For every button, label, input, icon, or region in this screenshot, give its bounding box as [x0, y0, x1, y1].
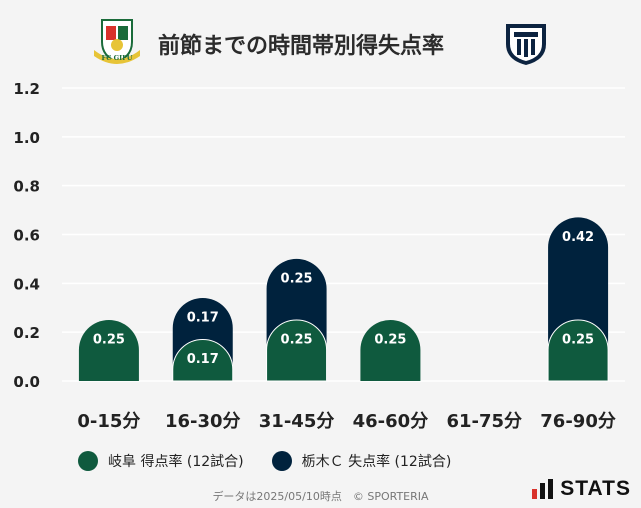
bar-gifu-5 [547, 319, 609, 382]
y-tick-label: 0.2 [13, 324, 40, 342]
data-label-gifu-5: 0.25 [562, 333, 594, 348]
bar-tochigi-5 [548, 217, 609, 350]
legend-swatch-gifu [78, 451, 98, 471]
x-axis-ticks: 0-15分 16-30分 31-45分 46-60分 61-75分 76-90分 [77, 411, 615, 432]
x-tick-label: 0-15分 [77, 411, 140, 432]
y-tick-label: 0.6 [13, 227, 40, 245]
data-label-tochigi-5: 0.42 [562, 230, 594, 245]
data-label-gifu-1: 0.17 [187, 352, 219, 367]
data-labels: 0.25 0.17 0.17 0.25 0.25 0.25 0.25 0.42 [93, 230, 594, 367]
data-label-gifu-3: 0.25 [374, 333, 406, 348]
x-tick-label: 61-75分 [446, 411, 522, 432]
stats-bars-icon [532, 479, 554, 499]
data-label-tochigi-2: 0.25 [281, 272, 313, 287]
bars [78, 217, 609, 382]
tochigi-city-emblem-icon [506, 24, 546, 65]
bar-gifu-0 [78, 319, 139, 381]
x-tick-label: 76-90分 [540, 411, 616, 432]
legend-item-tochigi: 栃木Ｃ 失点率 (12試合) [271, 451, 452, 471]
chart-header: FC GIFU 前節までの時間帯別得失点率 [0, 12, 641, 70]
stats-brand-logo: STATS [532, 476, 631, 502]
data-label-gifu-2: 0.25 [281, 333, 313, 348]
y-tick-label: 0.0 [13, 373, 40, 391]
legend-label-gifu: 岐阜 得点率 (12試合) [108, 454, 244, 470]
y-tick-label: 1.2 [13, 80, 40, 98]
stats-brand-label: STATS [560, 477, 631, 500]
x-tick-label: 16-30分 [165, 411, 241, 432]
bar-gifu-3 [360, 319, 421, 381]
bar-gifu-2 [266, 319, 328, 382]
stacked-bar-chart: 0.00.20.40.60.81.01.2 0.250.170.170.250.… [13, 80, 625, 432]
y-axis-ticks: 0.0 0.2 0.4 0.6 0.8 1.0 1.2 [13, 80, 40, 391]
y-tick-label: 0.4 [13, 275, 40, 293]
legend-swatch-tochigi [271, 451, 292, 471]
chart-title: 前節までの時間帯別得失点率 [158, 34, 445, 59]
data-label-tochigi-1: 0.17 [187, 311, 219, 326]
data-source-note: データは2025/05/10時点 © SPORTERIA [212, 490, 429, 503]
fc-gifu-logo-text: FC GIFU [102, 54, 133, 62]
grid-lines [62, 87, 625, 382]
data-label-gifu-0: 0.25 [93, 333, 125, 348]
y-tick-label: 0.8 [13, 178, 40, 196]
fc-gifu-crest-icon: FC GIFU [94, 19, 140, 64]
x-tick-label: 31-45分 [259, 411, 335, 432]
y-tick-label: 1.0 [13, 129, 40, 147]
bar-gifu-1 [172, 339, 234, 382]
legend-item-gifu: 岐阜 得点率 (12試合) [78, 451, 244, 471]
x-tick-label: 46-60分 [353, 411, 429, 432]
legend-label-tochigi: 栃木Ｃ 失点率 (12試合) [301, 454, 452, 470]
chart-legend: 岐阜 得点率 (12試合) 栃木Ｃ 失点率 (12試合) [78, 448, 479, 474]
